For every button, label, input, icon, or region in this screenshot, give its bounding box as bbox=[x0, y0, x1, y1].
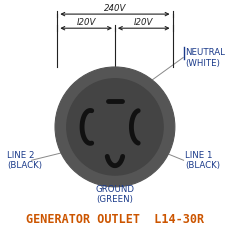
Text: (BLACK): (BLACK) bbox=[7, 161, 42, 170]
Text: (GREEN): (GREEN) bbox=[97, 195, 133, 204]
Text: (BLACK): (BLACK) bbox=[185, 161, 220, 170]
Circle shape bbox=[60, 72, 170, 182]
Text: GROUND: GROUND bbox=[95, 185, 134, 194]
Text: LINE 2: LINE 2 bbox=[7, 151, 34, 160]
Text: I20V: I20V bbox=[76, 18, 96, 27]
Text: NEUTRAL: NEUTRAL bbox=[185, 48, 225, 57]
Text: 240V: 240V bbox=[104, 4, 126, 13]
Circle shape bbox=[55, 67, 175, 187]
Circle shape bbox=[67, 79, 163, 175]
Circle shape bbox=[62, 74, 168, 180]
Text: (WHITE): (WHITE) bbox=[185, 59, 220, 68]
Text: I20V: I20V bbox=[134, 18, 153, 27]
Text: LINE 1: LINE 1 bbox=[185, 151, 213, 160]
Text: GENERATOR OUTLET  L14-30R: GENERATOR OUTLET L14-30R bbox=[26, 213, 204, 226]
